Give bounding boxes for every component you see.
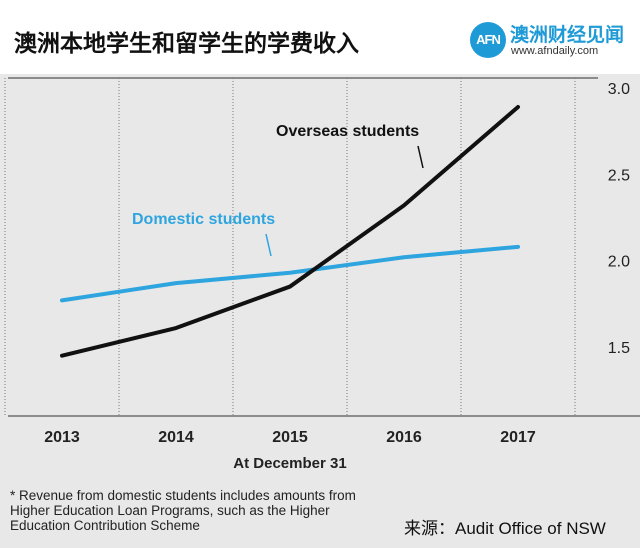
brand-badge-icon: AFN [470, 22, 506, 58]
y-tick-label-3: 3.0 [608, 81, 630, 98]
x-tick-label-4: 2017 [500, 429, 536, 446]
series-line-overseas [60, 104, 520, 358]
series-line-domestic [60, 244, 520, 303]
page-title: 澳洲本地学生和留学生的学费收入 [14, 31, 359, 57]
brand-url: www.afndaily.com [511, 45, 599, 57]
y-tick-label-2: 2.5 [608, 167, 630, 184]
y-tick-label-1: 2.0 [608, 254, 630, 271]
x-tick-label-3: 2016 [386, 429, 422, 446]
brand-logo: AFN 澳洲财经见闻 www.afndaily.com [470, 20, 630, 60]
x-tick-label-1: 2014 [158, 429, 194, 446]
y-tick-label-0: 1.5 [608, 340, 630, 357]
source-credit: 来源：Audit Office of NSW [404, 519, 606, 538]
footnote: * Revenue from domestic students include… [10, 488, 356, 533]
chart-area [0, 74, 640, 548]
leader-line-domestic [265, 233, 272, 257]
series-label-domestic: Domestic students [132, 211, 275, 228]
header: 澳洲本地学生和留学生的学费收入 AFN 澳洲财经见闻 www.afndaily.… [0, 0, 640, 74]
brand-name: 澳洲财经见闻 [510, 24, 625, 46]
x-tick-label-0: 2013 [44, 429, 80, 446]
leader-line-overseas [417, 145, 424, 169]
series-label-overseas: Overseas students [276, 123, 419, 140]
x-tick-label-2: 2015 [272, 429, 308, 446]
x-axis-label: At December 31 [233, 455, 346, 472]
